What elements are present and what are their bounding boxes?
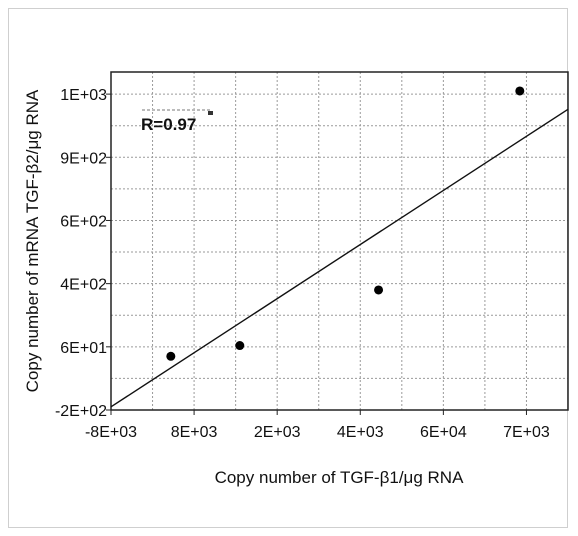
data-point	[515, 86, 525, 96]
r-value-annotation: R=0.97	[141, 115, 196, 134]
data-point	[374, 285, 384, 295]
y-tick-label: 6E+01	[60, 340, 107, 357]
y-tick-label: -2E+02	[55, 403, 107, 420]
y-tick-label: 6E+02	[60, 213, 107, 230]
y-axis-title: Copy number of mRNA TGF-β2/μg RNA	[23, 89, 42, 392]
x-tick-label: 6E+04	[420, 424, 467, 441]
x-tick-label: 4E+03	[337, 424, 384, 441]
y-tick-label: 9E+02	[60, 150, 107, 167]
trendline	[110, 108, 569, 408]
y-tick-label: 4E+02	[60, 277, 107, 294]
plot-area-border	[110, 71, 569, 411]
y-tick-label: 1E+03	[60, 87, 107, 104]
annotation-marker	[208, 111, 213, 115]
data-points	[166, 86, 525, 361]
x-axis-title: Copy number of TGF-β1/μg RNA	[215, 468, 465, 487]
data-point	[235, 341, 245, 351]
data-point	[166, 351, 176, 361]
figure-frame	[8, 8, 568, 528]
x-tick-label: 8E+03	[171, 424, 218, 441]
grid	[111, 72, 568, 410]
x-tick-label: 2E+03	[254, 424, 301, 441]
x-tick-label: -8E+03	[85, 424, 137, 441]
y-tick-labels: -2E+02 6E+01 4E+02 6E+02 9E+02 1E+03	[55, 87, 111, 420]
x-tick-label: 7E+03	[503, 424, 550, 441]
x-tick-labels: -8E+03 8E+03 2E+03 4E+03 6E+04 7E+03	[85, 410, 550, 441]
